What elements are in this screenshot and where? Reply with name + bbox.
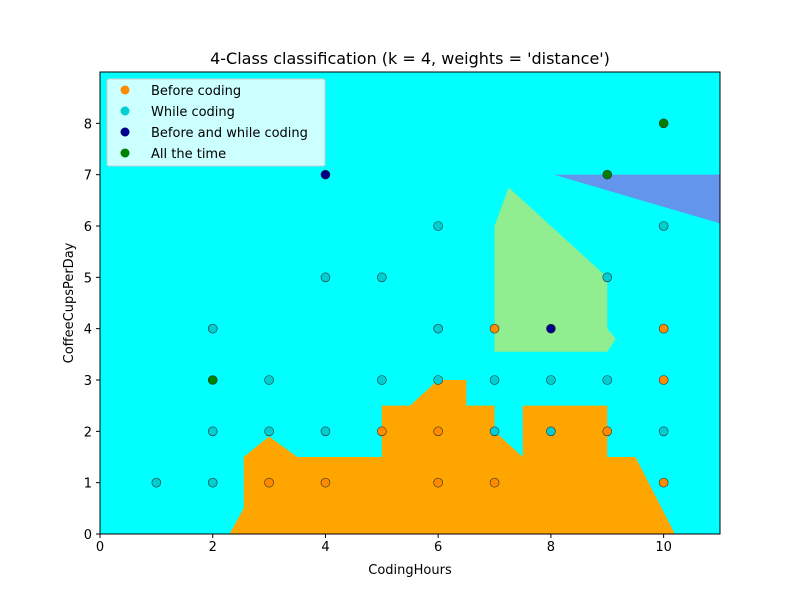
- data-points: [151, 118, 669, 488]
- legend-label-while-coding: While coding: [151, 105, 235, 120]
- y-tick-label: 0: [84, 528, 92, 543]
- point-while-coding: [602, 272, 613, 283]
- point-while-coding: [320, 426, 331, 437]
- decision-regions: [229, 174, 720, 534]
- chart-title: 4-Class classification (k = 4, weights =…: [210, 49, 610, 68]
- point-before-coding: [658, 477, 669, 488]
- legend: Before coding While coding Before and whil…: [106, 78, 326, 167]
- x-axis: 0 2 4 6 8 10: [96, 534, 672, 555]
- region-before-coding: [229, 380, 675, 534]
- y-tick-label: 8: [84, 117, 92, 132]
- point-while-coding: [489, 426, 500, 437]
- point-before-coding: [658, 323, 669, 334]
- legend-label-before-and-while-coding: Before and while coding: [151, 126, 308, 141]
- point-before-coding: [320, 477, 331, 488]
- x-tick-label: 2: [209, 540, 217, 555]
- y-tick-label: 7: [84, 169, 92, 184]
- legend-marker-before-and-while-coding: [120, 127, 130, 137]
- point-all-the-time: [602, 169, 613, 180]
- point-while-coding: [377, 375, 387, 385]
- legend-marker-all-the-time: [120, 148, 130, 158]
- legend-label-all-the-time: All the time: [151, 147, 226, 162]
- legend-marker-before-coding: [120, 85, 130, 95]
- point-while-coding: [433, 221, 443, 231]
- point-before-and-while-coding: [320, 169, 331, 180]
- legend-box: [106, 78, 326, 167]
- y-tick-label: 6: [84, 220, 92, 235]
- plot-frame: [99, 71, 721, 535]
- legend-marker-while-coding: [120, 106, 130, 116]
- y-axis: 0 1 2 3 4 5 6 7 8: [84, 117, 100, 543]
- y-tick-label: 3: [84, 374, 92, 389]
- legend-label-before-coding: Before coding: [151, 84, 241, 99]
- region-before-and-while-coding: [553, 174, 720, 224]
- x-tick-label: 8: [547, 540, 555, 555]
- point-before-and-while-coding: [546, 323, 556, 334]
- point-while-coding: [320, 272, 331, 283]
- x-tick-label: 4: [321, 540, 329, 555]
- point-while-coding: [207, 477, 218, 488]
- point-while-coding: [489, 375, 500, 385]
- point-while-coding: [207, 323, 218, 334]
- point-before-coding: [433, 477, 443, 488]
- point-while-coding: [264, 426, 274, 437]
- point-before-coding: [658, 375, 669, 385]
- y-axis-title: CoffeeCupsPerDay: [62, 242, 77, 363]
- point-while-coding: [151, 477, 162, 488]
- point-while-coding: [264, 375, 274, 385]
- plot-area: [99, 71, 721, 535]
- point-before-coding: [433, 426, 443, 437]
- point-while-coding: [602, 375, 613, 385]
- point-all-the-time: [658, 118, 669, 129]
- x-tick-label: 10: [655, 540, 672, 555]
- region-all-the-time: [494, 187, 616, 352]
- point-while-coding: [433, 323, 443, 334]
- point-while-coding: [546, 375, 556, 385]
- y-tick-label: 4: [84, 323, 92, 338]
- point-before-coding: [377, 426, 387, 437]
- y-tick-label: 1: [84, 477, 92, 492]
- point-before-coding: [489, 323, 500, 334]
- point-while-coding: [207, 426, 218, 437]
- y-tick-label: 5: [84, 271, 92, 286]
- point-while-coding: [658, 426, 669, 437]
- point-before-coding: [602, 426, 613, 437]
- point-while-coding: [433, 375, 443, 385]
- x-tick-label: 6: [434, 540, 442, 555]
- point-all-the-time: [207, 375, 218, 385]
- point-while-coding: [546, 426, 556, 437]
- point-while-coding: [377, 272, 387, 283]
- point-while-coding: [658, 221, 669, 231]
- x-tick-label: 0: [96, 540, 104, 555]
- y-tick-label: 2: [84, 425, 92, 440]
- x-axis-title: CodingHours: [368, 563, 452, 578]
- point-before-coding: [264, 477, 274, 488]
- point-before-coding: [489, 477, 500, 488]
